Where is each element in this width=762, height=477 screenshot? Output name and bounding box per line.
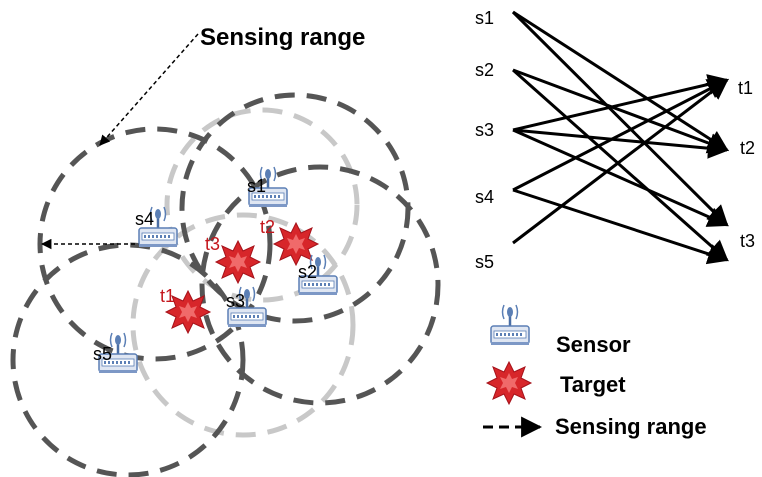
sensors: s1 s4 s2 s3 s5 bbox=[93, 165, 339, 375]
edge-s3-t3 bbox=[512, 128, 729, 227]
edge-s3-t2 bbox=[512, 128, 730, 159]
bipartite-label-t1: t1 bbox=[738, 78, 753, 98]
bipartite-label-s2: s2 bbox=[475, 60, 494, 80]
edge-s2-t2 bbox=[512, 68, 729, 154]
legend-range-label: Sensing range bbox=[555, 414, 707, 439]
sensing-circle-top bbox=[179, 92, 411, 324]
sensing-circle-s4 bbox=[37, 126, 273, 362]
edge-s1-t2 bbox=[512, 10, 729, 152]
bipartite-label-s3: s3 bbox=[475, 120, 494, 140]
sensing-circle-s1 bbox=[164, 107, 360, 303]
sensing-range-arrow bbox=[99, 33, 199, 146]
legend-sensor-label: Sensor bbox=[556, 332, 631, 357]
legend: Sensor Target Sensing range bbox=[483, 303, 707, 439]
sensor-s5: s5 bbox=[93, 331, 139, 375]
sensor-s1: s1 bbox=[247, 165, 289, 209]
target-icon bbox=[486, 361, 532, 405]
bipartite-label-s5: s5 bbox=[475, 252, 494, 272]
target-label-t3: t3 bbox=[205, 234, 220, 254]
sensor-s3: s3 bbox=[226, 285, 268, 329]
bipartite-right-labels: t1 t2 t3 bbox=[738, 78, 755, 251]
sensor-icon bbox=[489, 303, 531, 347]
sensor-label-s1: s1 bbox=[247, 176, 266, 196]
sensor-s2: s2 bbox=[297, 253, 339, 297]
sensing-circle-s3 bbox=[130, 212, 356, 438]
target-t3: t3 bbox=[205, 234, 261, 284]
bipartite-label-t2: t2 bbox=[740, 138, 755, 158]
edge-s1-t3 bbox=[511, 10, 729, 227]
target-t1: t1 bbox=[160, 286, 211, 334]
legend-sensor: Sensor bbox=[489, 303, 631, 357]
bipartite-edges bbox=[511, 10, 730, 265]
sensor-s4: s4 bbox=[135, 205, 179, 249]
edge-s3-t1 bbox=[512, 74, 730, 132]
edge-s2-t3 bbox=[512, 68, 729, 262]
bipartite-label-s4: s4 bbox=[475, 187, 494, 207]
target-icon bbox=[215, 240, 261, 284]
sensor-label-s5: s5 bbox=[93, 344, 112, 364]
target-label-t2: t2 bbox=[260, 217, 275, 237]
target-t2: t2 bbox=[260, 217, 319, 266]
bipartite-label-t3: t3 bbox=[740, 231, 755, 251]
sensor-label-s3: s3 bbox=[226, 291, 245, 311]
sensing-circle-s5 bbox=[10, 242, 246, 477]
sensor-label-s2: s2 bbox=[298, 262, 317, 282]
sensing-range-annotation: Sensing range bbox=[40, 24, 365, 250]
legend-range: Sensing range bbox=[483, 414, 707, 439]
bipartite-graph: s1 s2 s3 s4 s5 t1 t2 t3 bbox=[475, 8, 755, 272]
sensing-circle-s2 bbox=[199, 164, 441, 406]
edge-s4-t1 bbox=[512, 78, 729, 192]
legend-target-label: Target bbox=[560, 372, 626, 397]
bipartite-left-labels: s1 s2 s3 s4 s5 bbox=[475, 8, 494, 272]
sensing-range-title: Sensing range bbox=[200, 24, 365, 51]
legend-target: Target bbox=[486, 361, 626, 405]
sensor-label-s4: s4 bbox=[135, 209, 154, 229]
targets: t3 t2 t1 bbox=[160, 217, 319, 334]
bipartite-label-s1: s1 bbox=[475, 8, 494, 28]
edge-s4-t3 bbox=[512, 188, 729, 265]
target-label-t1: t1 bbox=[160, 286, 175, 306]
edge-s5-t1 bbox=[512, 78, 729, 245]
sensing-circles bbox=[10, 92, 441, 477]
